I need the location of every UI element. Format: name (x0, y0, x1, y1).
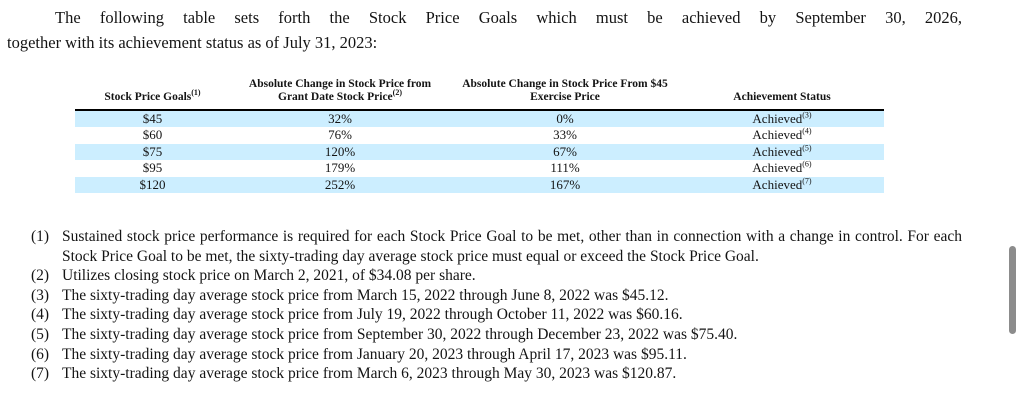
cell-status: Achieved(3) (680, 110, 884, 128)
footnote-ref: (3) (802, 110, 812, 120)
footnote-5: (5) The sixty-trading day average stock … (31, 325, 962, 345)
cell-status: Achieved(4) (680, 127, 884, 143)
footnote-ref: (2) (392, 88, 402, 98)
cell-grant-change: 76% (328, 127, 352, 143)
cell-goal: $75 (75, 143, 230, 161)
cell-exercise-change: 111% (550, 160, 580, 176)
cell-status: Achieved(5) (680, 143, 884, 161)
cell-status: Achieved(6) (680, 160, 884, 176)
table-row: $120 252% 167% Achieved(7) (75, 176, 884, 194)
cell-grant-change: 252% (230, 176, 450, 194)
footnote-4: (4) The sixty-trading day average stock … (31, 305, 962, 325)
table-row: $75 120% 67% Achieved(5) (75, 143, 884, 161)
footnote-ref: (4) (802, 127, 812, 137)
footnote-1: (1) Sustained stock price performance is… (31, 227, 962, 266)
footnote-7: (7) The sixty-trading day average stock … (31, 364, 962, 384)
status-text: Achieved (752, 111, 803, 126)
stock-price-goals-table: Stock Price Goals(1) Absolute Change in … (75, 72, 884, 194)
cell-status: Achieved(7) (680, 176, 884, 194)
footnote-marker: (4) (31, 306, 50, 324)
footnote-marker: (2) (31, 267, 50, 285)
cell-exercise-change: 33% (553, 127, 577, 143)
footnote-ref: (1) (191, 88, 201, 98)
table-row: $60 76% 33% Achieved(4) (75, 127, 884, 143)
cell-goal: $45 (75, 110, 230, 128)
intro-paragraph: The following table sets forth the Stock… (7, 5, 962, 55)
footnote-ref: (6) (802, 159, 812, 169)
intro-paragraph-line-2: together with its achievement status as … (7, 33, 378, 52)
col-header-change-from-grant-price: Absolute Change in Stock Price from Gran… (230, 72, 450, 111)
col-header-label: Stock Price Goals (104, 91, 192, 103)
table-row: $95 179% 111% Achieved(6) (75, 160, 884, 176)
col-header-change-from-exercise-price: Absolute Change in Stock Price From $45 … (450, 72, 680, 111)
footnote-ref: (5) (802, 143, 812, 153)
footnote-marker: (7) (31, 365, 50, 383)
cell-grant-change: 32% (230, 110, 450, 128)
footnote-text: The sixty-trading day average stock pric… (62, 306, 683, 324)
col-header-label: Absolute Change in Stock Price from Gran… (248, 78, 432, 103)
cell-grant-change: 120% (230, 143, 450, 161)
cell-goal: $95 (142, 160, 163, 176)
status-text: Achieved (752, 176, 803, 192)
footnote-6: (6) The sixty-trading day average stock … (31, 345, 962, 365)
cell-goal: $120 (75, 176, 230, 194)
cell-exercise-change: 67% (450, 143, 680, 161)
status-text: Achieved (752, 127, 803, 143)
footnote-marker: (5) (31, 325, 50, 343)
status-text: Achieved (752, 143, 803, 159)
cell-goal: $60 (142, 127, 163, 143)
footnote-marker: (3) (31, 286, 50, 304)
footnotes: (1) Sustained stock price performance is… (31, 227, 962, 384)
footnote-text: Utilizes closing stock price on March 2,… (62, 267, 476, 285)
col-header-label: Achievement Status (733, 91, 831, 103)
footnote-text: Sustained stock price performance is req… (62, 228, 962, 265)
col-header-achievement-status: Achievement Status (680, 72, 884, 111)
table-header-row: Stock Price Goals(1) Absolute Change in … (75, 72, 884, 111)
footnote-text: The sixty-trading day average stock pric… (62, 365, 677, 383)
footnote-text: The sixty-trading day average stock pric… (62, 325, 738, 343)
footnote-marker: (6) (31, 345, 50, 363)
cell-grant-change: 179% (324, 160, 356, 176)
scrollbar-thumb[interactable] (1009, 246, 1016, 334)
col-header-label: Absolute Change in Stock Price From $45 … (462, 78, 668, 103)
footnote-marker: (1) (31, 228, 50, 245)
intro-paragraph-line-1: The following table sets forth the Stock… (55, 8, 962, 27)
cell-exercise-change: 0% (450, 110, 680, 128)
status-text: Achieved (752, 160, 803, 176)
footnote-ref: (7) (802, 176, 812, 186)
cell-exercise-change: 167% (450, 176, 680, 194)
footnote-text: The sixty-trading day average stock pric… (62, 345, 687, 363)
footnote-2: (2) Utilizes closing stock price on Marc… (31, 266, 962, 286)
col-header-stock-price-goals: Stock Price Goals(1) (75, 72, 230, 111)
table-row: $45 32% 0% Achieved(3) (75, 110, 884, 128)
footnote-text: The sixty-trading day average stock pric… (62, 286, 669, 304)
footnote-3: (3) The sixty-trading day average stock … (31, 286, 962, 306)
